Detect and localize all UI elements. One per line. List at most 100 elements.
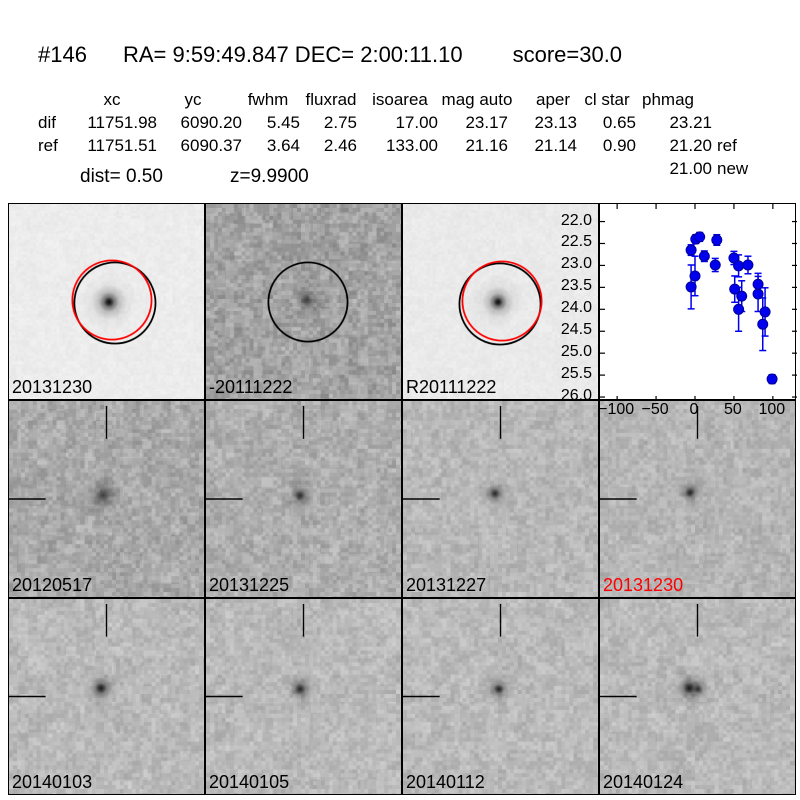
data-point: [757, 318, 769, 330]
data-point: [736, 290, 748, 302]
stats-cell: 21.14: [534, 136, 577, 155]
cutout-image: [206, 401, 401, 597]
stats-suffix: new: [717, 159, 749, 178]
stats-row-name: dif: [38, 113, 56, 132]
cutout-panel: [205, 203, 402, 400]
y-tick-label: 24.0: [560, 299, 592, 317]
cutout-image: [9, 599, 204, 794]
data-point: [759, 306, 771, 318]
stats-header-cell: fluxrad: [305, 90, 357, 109]
y-tick-label: 22.0: [560, 211, 592, 229]
stats-cell: 133.00: [386, 136, 438, 155]
stats-cell: 6090.37: [180, 136, 242, 155]
stats-header-cell: xc: [103, 90, 121, 109]
stats-cell: 11751.98: [87, 113, 157, 132]
data-point: [752, 288, 764, 300]
cutout-image: [600, 599, 795, 794]
data-point: [733, 260, 745, 272]
stats-cell: 23.17: [465, 113, 508, 132]
stats-cell: 5.45: [266, 113, 300, 132]
x-tick-label: −50: [641, 401, 669, 418]
data-point: [685, 244, 697, 256]
stats-cell: 11751.51: [87, 136, 157, 155]
stats-cell: 21.16: [465, 136, 508, 155]
stats-cell: 2.46: [323, 136, 357, 155]
y-tick-label: 22.5: [560, 233, 592, 251]
cutout-panel: [599, 400, 796, 598]
data-point: [709, 259, 721, 271]
data-point: [752, 278, 764, 290]
cutout-panel: [8, 598, 205, 795]
cutout-date-label: 20131230: [12, 377, 93, 397]
y-tick-label: 26.0: [560, 387, 592, 405]
cutout-image: [600, 401, 795, 597]
cutout-date-label: 20140112: [406, 772, 485, 792]
score-value: score=30.0: [512, 42, 623, 67]
cutout-date-label: 20131230: [603, 575, 684, 595]
stats-cell: 2.75: [323, 113, 357, 132]
dist-z-line: dist= 0.50 z=9.9900: [80, 166, 309, 188]
stats-row-name: ref: [38, 136, 58, 155]
cutout-date-label: R20111222: [406, 377, 497, 397]
x-tick-label: −100: [598, 401, 635, 418]
cutout-date-label: 20120517: [12, 575, 93, 595]
cutout-image: [206, 599, 401, 794]
coordinates: RA= 9:59:49.847 DEC= 2:00:11.10: [122, 42, 463, 67]
candidate-id: #146: [38, 42, 87, 67]
cutout-image: [9, 204, 204, 399]
stats-header-cell: yc: [184, 90, 202, 109]
figure-title: #146 RA= 9:59:49.847 DEC= 2:00:11.10 score…: [38, 42, 622, 68]
stats-header-cell: isoarea: [372, 90, 428, 109]
data-point: [698, 250, 710, 262]
stats-cell: 17.00: [395, 113, 438, 132]
cutout-panel: [8, 203, 205, 400]
data-point: [766, 373, 778, 385]
data-point: [689, 270, 701, 282]
cutout-date-label: -20111222: [209, 377, 293, 397]
cutout-panel: [402, 400, 599, 598]
cutout-image: [403, 204, 598, 399]
x-tick-label: 100: [758, 401, 786, 418]
cutout-date-label: 20131225: [209, 575, 290, 595]
x-tick-label: 0: [689, 401, 699, 418]
stats-cell: 0.65: [602, 113, 636, 132]
stats-cell: 21.00: [669, 159, 712, 178]
stats-cell: 23.13: [534, 113, 577, 132]
y-tick-label: 23.0: [560, 255, 592, 273]
cutout-panel: [8, 400, 205, 598]
cutout-panel: [205, 400, 402, 598]
cutout-image: [206, 204, 401, 399]
data-point: [742, 259, 754, 271]
lightcurve-plot: [600, 204, 797, 401]
stats-header-cell: cl star: [584, 90, 630, 109]
stats-cell: 0.90: [602, 136, 636, 155]
stats-cell: 6090.20: [180, 113, 242, 132]
cutout-date-label: 20131227: [406, 575, 487, 595]
cutout-panel: [402, 203, 599, 400]
data-point: [685, 281, 697, 293]
cutout-panel: [599, 598, 796, 795]
stats-header-cell: fwhm: [247, 90, 289, 109]
cutout-image: [403, 599, 598, 794]
z-value: z=9.9900: [230, 166, 309, 187]
y-tick-label: 25.5: [560, 365, 592, 383]
stats-cell: 21.20: [669, 136, 712, 155]
stats-cell: 23.21: [669, 113, 712, 132]
data-point: [694, 231, 706, 243]
cutout-image: [403, 401, 598, 597]
cutout-panel: [205, 598, 402, 795]
cutout-date-label: 20140124: [603, 772, 684, 792]
data-point: [729, 283, 741, 295]
y-tick-label: 24.5: [560, 321, 592, 339]
cutout-date-label: 20140103: [12, 772, 93, 792]
data-point: [733, 303, 745, 315]
stats-suffix: ref: [717, 136, 737, 155]
cutout-panel: [402, 598, 599, 795]
cutout-image: [9, 401, 204, 597]
cutout-date-label: 20140105: [209, 772, 290, 792]
y-tick-label: 25.0: [560, 343, 592, 361]
y-tick-label: 23.5: [560, 277, 592, 295]
stats-cell: 3.64: [266, 136, 300, 155]
lightcurve-panel: [599, 203, 797, 401]
dist-value: dist= 0.50: [80, 166, 163, 187]
